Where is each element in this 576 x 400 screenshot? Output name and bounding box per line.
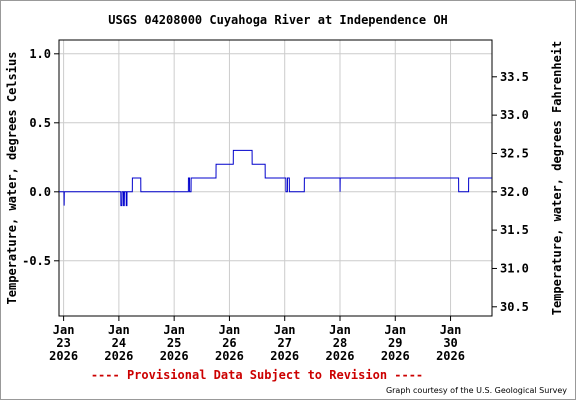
x-tick-label-year: 2026: [381, 349, 410, 363]
x-tick-label-year: 2026: [326, 349, 355, 363]
x-axis: Jan232026Jan242026Jan252026Jan262026Jan2…: [49, 316, 465, 363]
y-tick-label-left: 0.0: [29, 185, 51, 199]
y-tick-label-left: -0.5: [22, 254, 51, 268]
y-tick-label-right: 30.5: [500, 300, 529, 314]
y-axis-left-label: Temperature, water, degrees Celsius: [5, 52, 19, 305]
x-tick-label-month: Jan: [329, 323, 351, 337]
x-tick-label-month: Jan: [53, 323, 75, 337]
x-tick-label-month: Jan: [440, 323, 462, 337]
x-tick-label-month: Jan: [163, 323, 185, 337]
y-tick-label-left: 0.5: [29, 116, 51, 130]
x-tick-label-day: 23: [56, 336, 70, 350]
x-tick-label-day: 27: [277, 336, 291, 350]
x-tick-label-year: 2026: [49, 349, 78, 363]
x-tick-label-year: 2026: [104, 349, 133, 363]
y-axis-right: 33.5 33.0 32.5 32.0 31.5 31.0 30.5: [492, 70, 529, 314]
y-tick-label-right: 31.0: [500, 261, 529, 275]
provisional-notice: ---- Provisional Data Subject to Revisio…: [91, 368, 423, 382]
y-tick-label-right: 32.0: [500, 185, 529, 199]
x-tick-label-month: Jan: [219, 323, 241, 337]
usgs-credit: Graph courtesy of the U.S. Geological Su…: [386, 386, 567, 395]
y-axis-left: 1.0 0.5 0.0 -0.5: [22, 47, 59, 268]
x-tick-label-month: Jan: [108, 323, 130, 337]
chart-title: USGS 04208000 Cuyahoga River at Independ…: [108, 13, 448, 27]
x-tick-label-year: 2026: [270, 349, 299, 363]
x-tick-label-year: 2026: [160, 349, 189, 363]
x-tick-label-day: 29: [388, 336, 402, 350]
y-axis-right-label: Temperature, water, degrees Fahrenheit: [550, 41, 564, 316]
x-tick-label-year: 2026: [436, 349, 465, 363]
y-tick-label-right: 33.0: [500, 108, 529, 122]
y-tick-label-right: 31.5: [500, 223, 529, 237]
x-tick-label-day: 28: [333, 336, 347, 350]
x-tick-label-month: Jan: [384, 323, 406, 337]
x-tick-label-day: 30: [443, 336, 457, 350]
x-tick-label-day: 26: [222, 336, 236, 350]
x-tick-label-year: 2026: [215, 349, 244, 363]
x-tick-label-day: 25: [167, 336, 181, 350]
series-group: [59, 149, 492, 207]
series-line-0: [59, 149, 492, 207]
y-tick-label-left: 1.0: [29, 47, 51, 61]
x-tick-label-month: Jan: [274, 323, 296, 337]
y-tick-label-right: 32.5: [500, 146, 529, 160]
y-tick-label-right: 33.5: [500, 70, 529, 84]
x-tick-label-day: 24: [112, 336, 126, 350]
